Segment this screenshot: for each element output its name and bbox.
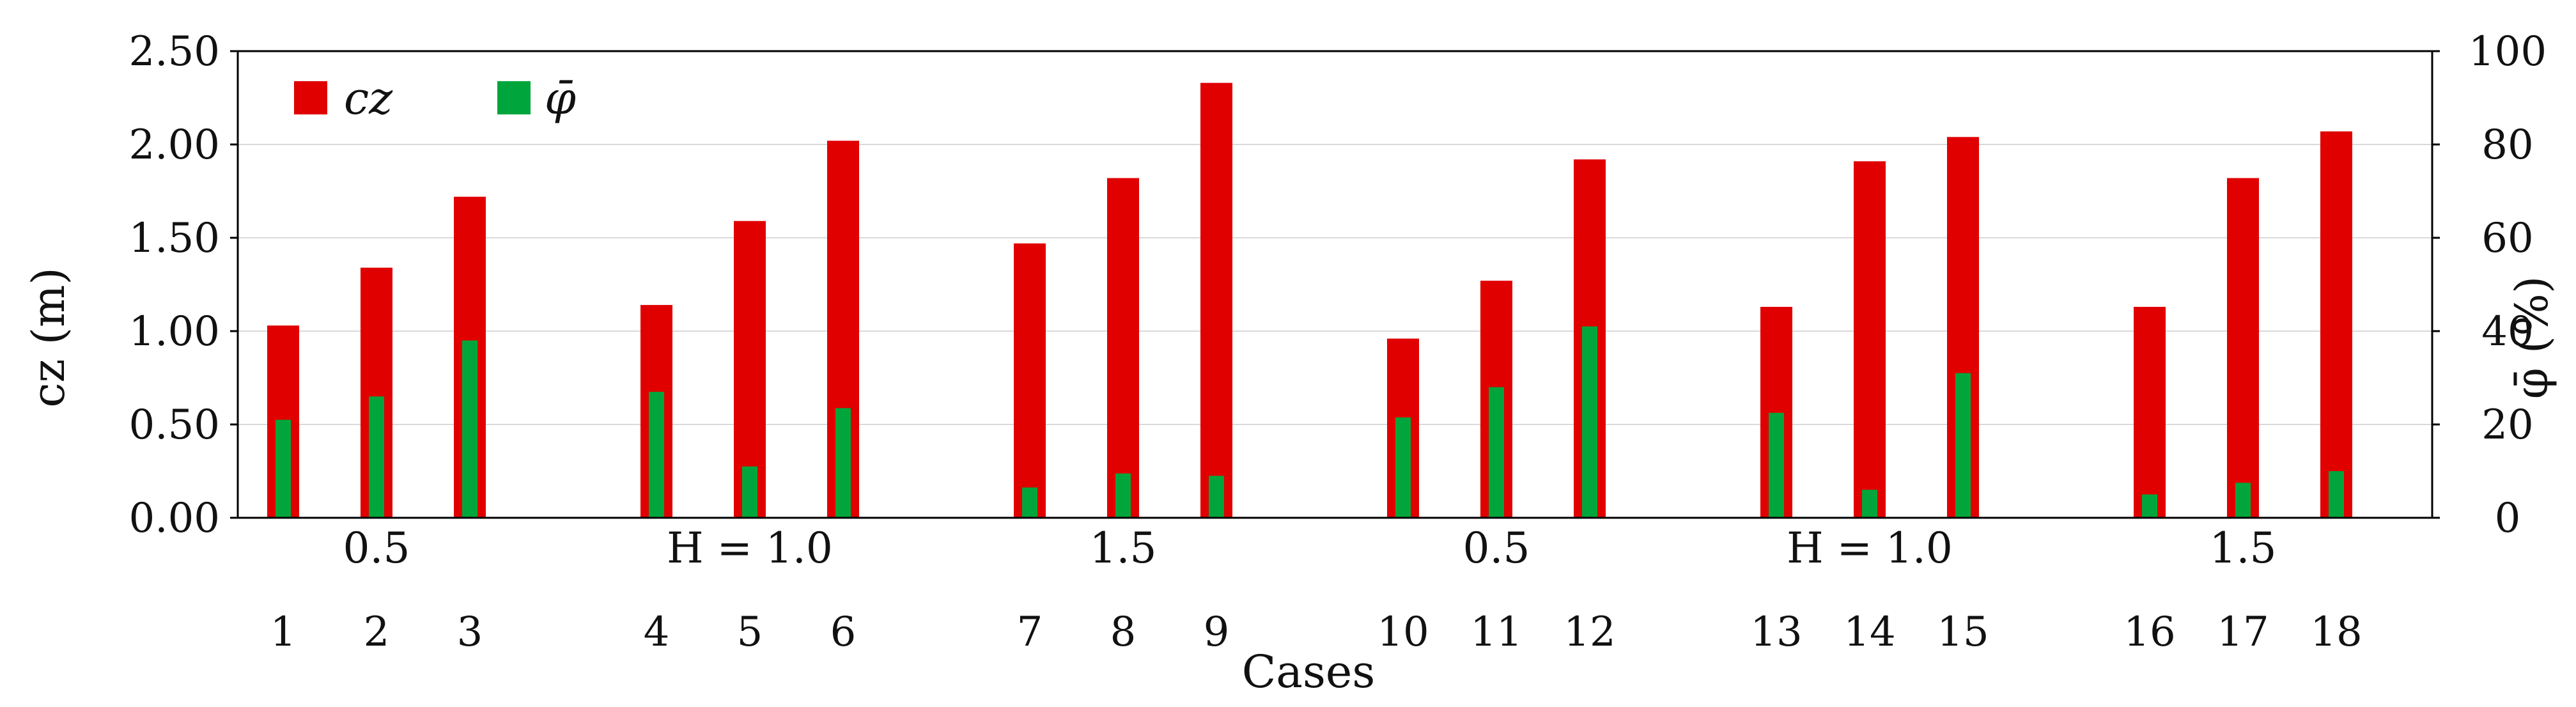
case-label: 16 bbox=[2123, 609, 2175, 656]
bar-phi bbox=[2142, 494, 2157, 518]
right-axis-ticks: 0 20 40 60 80 100 bbox=[2432, 28, 2547, 542]
y-right-tick-label: 0 bbox=[2495, 495, 2521, 542]
bar-cz bbox=[2320, 131, 2352, 518]
bar-cz bbox=[1107, 178, 1139, 518]
case-label: 5 bbox=[737, 609, 763, 656]
case-label: 8 bbox=[1110, 609, 1137, 656]
bar-phi bbox=[742, 466, 757, 518]
legend-swatch-cz bbox=[294, 81, 327, 114]
y-left-tick-label: 0.50 bbox=[129, 401, 221, 449]
y-left-tick-label: 2.00 bbox=[129, 121, 221, 169]
y-left-tick-label: 1.50 bbox=[129, 215, 221, 262]
case-label: 13 bbox=[1750, 609, 1802, 656]
bar-phi bbox=[835, 408, 851, 518]
bar-phi bbox=[1489, 387, 1504, 518]
bar-cz bbox=[1854, 161, 1886, 518]
y-axis-left-title: cz (m) bbox=[22, 267, 75, 407]
case-label: 17 bbox=[2217, 609, 2269, 656]
left-axis-ticks: 0.00 0.50 1.00 1.50 2.00 2.50 bbox=[129, 28, 238, 542]
case-label: 3 bbox=[457, 609, 483, 656]
group-label: 0.5 bbox=[1463, 524, 1530, 573]
bar-cz bbox=[1014, 243, 1046, 518]
group-label: H = 1.0 bbox=[1787, 524, 1953, 573]
bar-phi bbox=[1209, 476, 1224, 518]
group-label: 0.5 bbox=[343, 524, 410, 573]
case-label: 10 bbox=[1377, 609, 1429, 656]
bars bbox=[267, 82, 2352, 518]
plot-frame bbox=[237, 50, 2433, 519]
bar-phi bbox=[1955, 373, 1971, 518]
bar-phi bbox=[275, 419, 291, 518]
grid-lines bbox=[238, 144, 2432, 425]
case-label: 2 bbox=[364, 609, 390, 656]
case-labels: 1 2 3 4 5 6 7 8 9 10 11 12 13 14 15 16 17 18 bbox=[270, 609, 2363, 656]
y-left-tick-label: 2.50 bbox=[129, 28, 221, 75]
case-label: 1 bbox=[270, 609, 297, 656]
x-axis-title: Cases bbox=[1242, 646, 1376, 698]
group-label: 1.5 bbox=[1090, 524, 1157, 573]
group-label: 1.5 bbox=[2210, 524, 2277, 573]
bar-phi bbox=[462, 340, 477, 518]
y-left-tick-label: 1.00 bbox=[129, 308, 221, 355]
bar-phi bbox=[1022, 487, 1037, 518]
legend-swatch-phi bbox=[497, 81, 531, 114]
bar-phi bbox=[2329, 471, 2344, 518]
y-right-tick-label: 100 bbox=[2469, 28, 2547, 75]
case-label: 9 bbox=[1204, 609, 1230, 656]
legend: cz φ̄ bbox=[294, 72, 576, 125]
bar-phi bbox=[1395, 417, 1411, 518]
y-right-tick-label: 40 bbox=[2481, 308, 2533, 355]
case-label: 7 bbox=[1017, 609, 1043, 656]
group-label: H = 1.0 bbox=[667, 524, 833, 573]
case-label: 18 bbox=[2310, 609, 2362, 656]
bar-cz bbox=[2134, 307, 2166, 518]
case-label: 6 bbox=[830, 609, 857, 656]
y-axis-right-title: φ̄ (%) bbox=[2506, 276, 2558, 399]
y-right-tick-label: 20 bbox=[2481, 401, 2533, 449]
y-left-tick-label: 0.00 bbox=[129, 495, 221, 542]
y-right-tick-label: 60 bbox=[2481, 215, 2533, 262]
bar-phi bbox=[1769, 412, 1784, 518]
bar-phi bbox=[649, 391, 664, 518]
group-labels: 0.5 H = 1.0 1.5 0.5 H = 1.0 1.5 bbox=[343, 524, 2277, 573]
case-label: 4 bbox=[644, 609, 670, 656]
bar-phi bbox=[1115, 473, 1131, 518]
bar-phi bbox=[1862, 490, 1877, 518]
y-right-tick-label: 80 bbox=[2481, 121, 2533, 169]
legend-label-cz: cz bbox=[344, 72, 393, 125]
bar-phi bbox=[1582, 326, 1597, 518]
case-label: 15 bbox=[1937, 609, 1989, 656]
bar-phi bbox=[2235, 483, 2251, 518]
bar-cz bbox=[1200, 82, 1232, 518]
case-label: 14 bbox=[1843, 609, 1895, 656]
case-label: 11 bbox=[1470, 609, 1522, 656]
legend-label-phi: φ̄ bbox=[545, 72, 576, 125]
bar-phi bbox=[369, 396, 384, 518]
bar-cz bbox=[2227, 178, 2259, 518]
case-label: 12 bbox=[1563, 609, 1615, 656]
